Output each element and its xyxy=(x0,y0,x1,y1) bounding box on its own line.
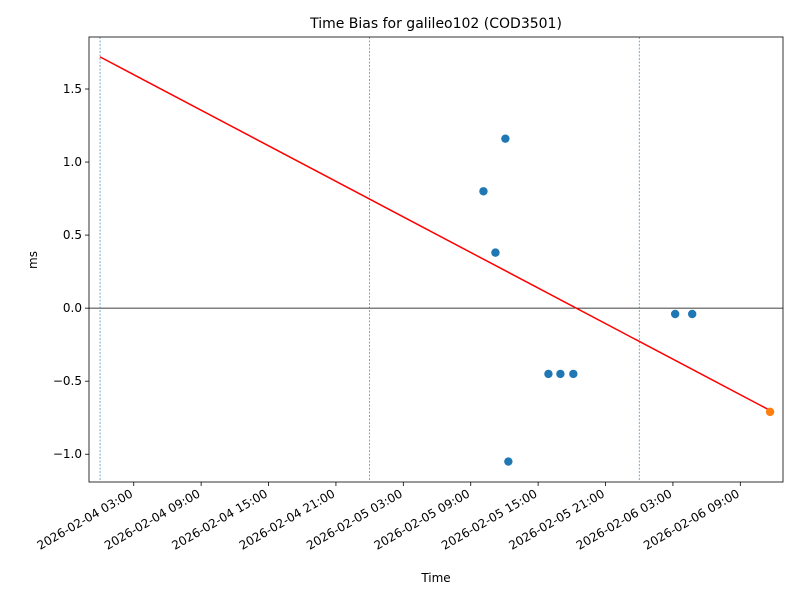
y-tick-label: 0.0 xyxy=(63,301,82,315)
point xyxy=(688,309,697,319)
x-axis-label: Time xyxy=(420,571,450,585)
y-axis-label: ms xyxy=(26,251,40,269)
point xyxy=(501,134,510,143)
point xyxy=(765,407,775,417)
point xyxy=(504,457,513,466)
y-tick-label: −1.0 xyxy=(53,447,82,461)
y-tick-label: −0.5 xyxy=(53,374,82,388)
point xyxy=(670,309,680,319)
y-tick-label: 1.5 xyxy=(63,82,82,96)
y-tick-label: 1.0 xyxy=(63,155,82,169)
point xyxy=(479,187,488,196)
point xyxy=(544,369,553,379)
point xyxy=(491,248,500,257)
chart-title: Time Bias for galileo102 (COD3501) xyxy=(309,16,562,32)
point xyxy=(556,369,565,379)
point xyxy=(569,369,578,379)
plot-frame xyxy=(88,36,784,483)
y-tick-label: 0.5 xyxy=(63,228,82,242)
fit-line xyxy=(99,56,771,412)
